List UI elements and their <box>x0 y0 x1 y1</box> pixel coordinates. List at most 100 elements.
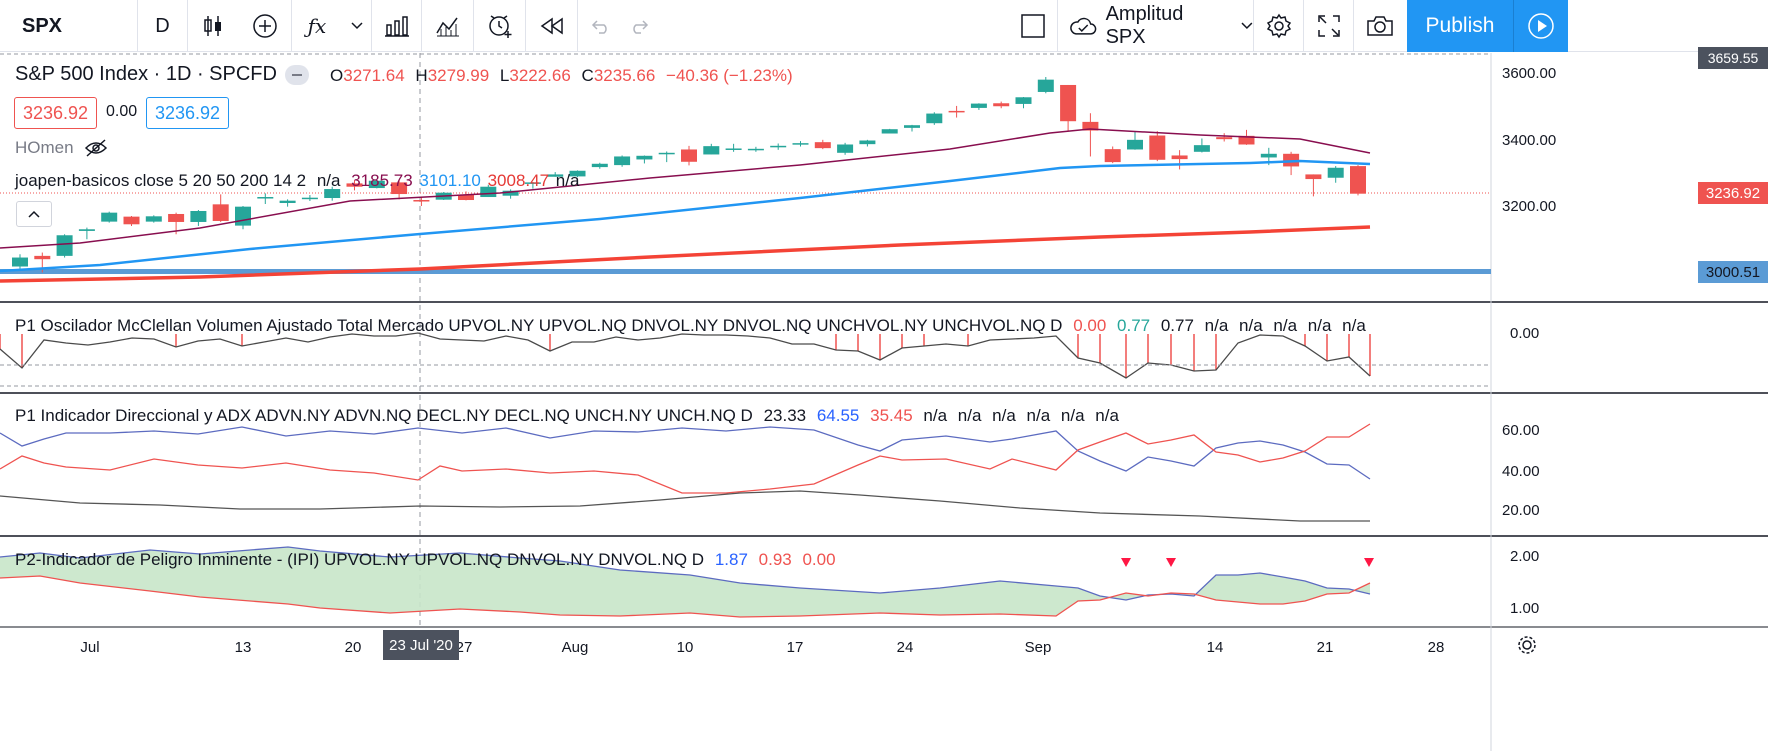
sell-price-box[interactable]: 3236.92 <box>14 97 98 129</box>
interval-text: D <box>155 14 170 37</box>
ohlc-o-value: 3271.64 <box>343 66 405 85</box>
legend-hide-button[interactable] <box>285 65 309 85</box>
candle-body <box>1127 139 1143 150</box>
pane2-legend: P1 Indicador Direccional y ADX ADVN.NY A… <box>15 406 1125 426</box>
eye-crossed-icon[interactable] <box>84 138 108 163</box>
ohlc-c-label: C <box>581 66 594 85</box>
pane1-na: n/a <box>1342 316 1366 335</box>
candle-body <box>547 174 564 177</box>
candle-body <box>1260 153 1277 158</box>
candle-body <box>145 216 162 222</box>
publish-button[interactable]: Publish <box>1407 0 1513 52</box>
candle-body <box>1216 137 1233 140</box>
ohlc-l-value: 3222.66 <box>509 66 571 85</box>
ipi-red-line <box>0 575 1371 618</box>
gear-icon[interactable] <box>1254 0 1304 52</box>
horizontal-line-3000[interactable] <box>0 269 1491 274</box>
symbol-title: S&P 500 Index · 1D · SPCFD <box>15 63 277 85</box>
pane1-na: n/a <box>1204 316 1229 335</box>
time-label: 27 <box>455 639 473 656</box>
ipi-blue-line <box>0 546 1371 601</box>
interval-button[interactable]: D <box>138 0 188 52</box>
pane3-legend: P2-Indicador de Peligro Inminente - (IPI… <box>15 550 842 570</box>
moving-averages-group <box>0 128 1371 283</box>
pane2-axis-label: 20.00 <box>1502 502 1540 519</box>
camera-icon[interactable] <box>1354 0 1406 52</box>
candle-body <box>970 103 987 108</box>
candle-body <box>948 110 965 113</box>
alert-clock-icon[interactable] <box>474 0 526 52</box>
candles-icon[interactable] <box>188 0 238 52</box>
indicator-sma-red: 3008.47 <box>487 171 550 190</box>
candle-body <box>257 197 274 199</box>
ohlc-l-label: L <box>499 66 510 85</box>
candle-body <box>324 189 341 199</box>
candle-body <box>859 140 876 145</box>
chevron-down-icon[interactable] <box>342 0 372 52</box>
settings-gear-icon[interactable] <box>1518 636 1536 654</box>
chart-canvas[interactable] <box>0 53 1768 751</box>
indicator-sma-maroon: 3185.73 <box>351 171 413 190</box>
pane2-na: n/a <box>992 406 1016 425</box>
price-label: 3200.00 <box>1502 198 1557 215</box>
collapse-legend-button[interactable] <box>16 201 52 227</box>
candles-group <box>12 76 1366 273</box>
ohlc-legend: O3271.64 H3279.99 L3222.66 C3235.66 −40.… <box>330 66 799 86</box>
layout-select-icon[interactable] <box>1008 0 1058 52</box>
chart-area[interactable]: S&P 500 Index · 1D · SPCFD O3271.64 H327… <box>0 47 1768 751</box>
fullscreen-icon[interactable] <box>1304 0 1354 52</box>
candle-body <box>1327 167 1344 178</box>
time-label: 28 <box>1427 639 1445 656</box>
financials-icon[interactable] <box>372 0 422 52</box>
play-icon[interactable] <box>1513 0 1568 52</box>
time-label: Sep <box>1024 639 1052 656</box>
chevron-up-icon <box>28 210 40 218</box>
candle-body <box>346 183 363 187</box>
hidden-indicator-legend[interactable]: HOmen <box>15 138 80 158</box>
pane2-adx-value: 23.33 <box>763 406 807 425</box>
symbol-text: SPX <box>22 14 63 37</box>
replay-icon[interactable] <box>526 0 578 52</box>
buy-price-box[interactable]: 3236.92 <box>146 97 230 129</box>
pane2-di-minus-value: 35.45 <box>870 406 913 425</box>
price-label: 3600.00 <box>1502 65 1557 82</box>
line-price-tag: 3000.51 <box>1698 261 1768 283</box>
compare-add-icon[interactable] <box>238 0 292 52</box>
indicators-icon[interactable]: ƒx <box>307 14 327 38</box>
candle-body <box>837 144 854 153</box>
time-label: 21 <box>1316 639 1334 656</box>
adx-line <box>0 490 1370 522</box>
time-label: 14 <box>1206 639 1224 656</box>
signal-marker <box>1121 558 1131 567</box>
layout-name-button[interactable]: Amplitud SPX <box>1058 0 1254 52</box>
undo-icon[interactable] <box>578 0 622 52</box>
candle-body <box>34 255 51 260</box>
ohlc-h-label: H <box>415 66 428 85</box>
candle-body <box>1350 166 1366 194</box>
pane1-axis-label: 0.00 <box>1510 325 1540 342</box>
di-minus-line <box>0 423 1371 494</box>
candle-body <box>770 145 787 148</box>
symbol-search[interactable]: SPX <box>0 0 138 52</box>
pane1-legend: P1 Oscilador McClellan Volumen Ajustado … <box>15 316 1372 336</box>
candle-body <box>1171 155 1188 160</box>
pane2-na: n/a <box>957 406 982 425</box>
redo-icon[interactable] <box>618 0 662 52</box>
layout-name: Amplitud SPX <box>1105 3 1184 48</box>
candle-body <box>123 216 140 225</box>
pane3-v3: 0.00 <box>802 550 836 569</box>
candle-body <box>703 146 720 155</box>
candle-body <box>814 142 831 149</box>
candle-body <box>614 156 631 166</box>
indicator-name: joapen-basicos close 5 20 50 200 14 2 <box>15 171 307 190</box>
templates-icon[interactable] <box>422 0 474 52</box>
pane2-na: n/a <box>1060 406 1085 425</box>
time-label: Aug <box>561 639 589 656</box>
candle-body <box>235 206 251 226</box>
candle-body <box>168 213 185 222</box>
candle-body <box>56 235 73 256</box>
candle-body <box>1060 84 1077 122</box>
bid-value: 3236.92 <box>23 102 89 123</box>
ipi-fill-area <box>0 547 1370 617</box>
sma-blue-line <box>0 159 1371 273</box>
